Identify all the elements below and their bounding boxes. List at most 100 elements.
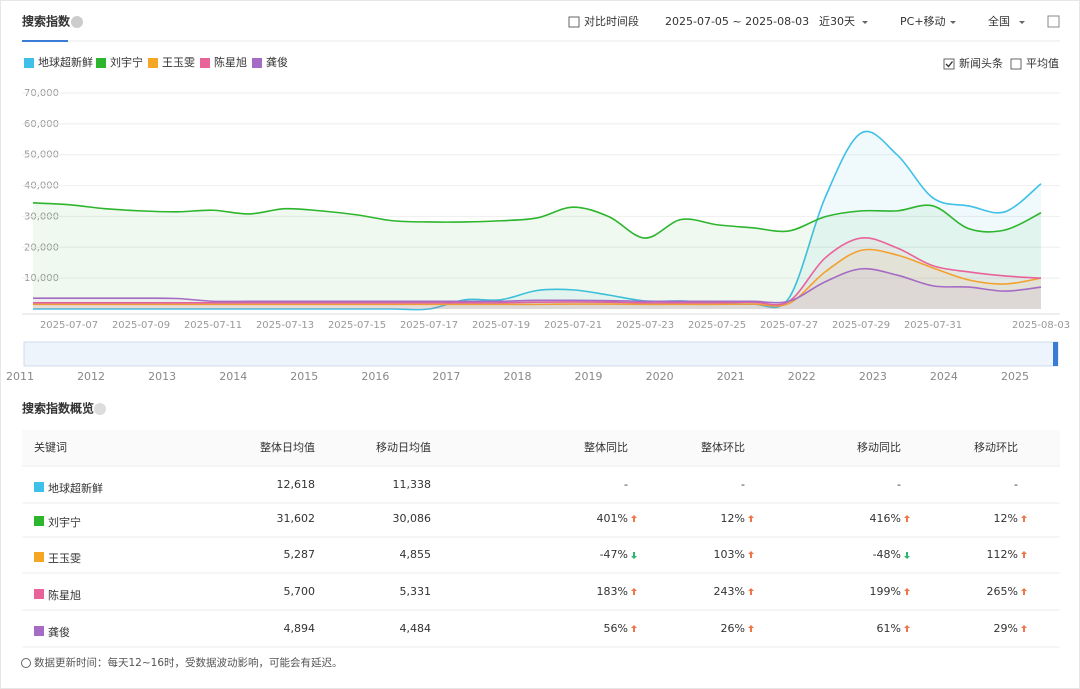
column-header: 移动环比 — [974, 441, 1018, 454]
x-tick-label: 2025-07-19 — [472, 320, 530, 331]
legend-label: 陈星旭 — [214, 55, 247, 69]
x-tick-label: 2025-07-15 — [328, 320, 386, 331]
dropdown-icon — [862, 21, 868, 24]
arrow-up — [1021, 515, 1027, 522]
timeline-label: 2015 — [290, 370, 318, 383]
column-header: 关键词 — [34, 440, 67, 454]
series-line — [33, 130, 1042, 311]
cell: 4,484 — [400, 622, 432, 635]
keyword: 陈星旭 — [48, 588, 81, 602]
keyword-swatch — [34, 482, 44, 492]
x-tick-label: 2025-07-25 — [688, 320, 746, 331]
column-header: 整体日均值 — [260, 440, 315, 454]
cell: 29% — [994, 622, 1018, 635]
cell: 243% — [714, 585, 745, 598]
dropdown-icon — [950, 21, 956, 24]
help-icon[interactable] — [71, 16, 83, 28]
timeline-label: 2013 — [148, 370, 176, 383]
x-tick-label: 2025-07-09 — [112, 320, 170, 331]
date-range[interactable]: 2025-07-05 ~ 2025-08-03 — [665, 15, 809, 28]
x-tick-label: 2025-07-23 — [616, 320, 674, 331]
timeline-label: 2017 — [432, 370, 460, 383]
timeline-label: 2014 — [219, 370, 247, 383]
series-line — [32, 267, 1042, 304]
series-line — [33, 236, 1042, 306]
arrow-up — [631, 588, 637, 595]
timeline-label: 2024 — [930, 370, 958, 383]
legend-swatch — [24, 58, 34, 68]
keyword-swatch — [34, 589, 44, 599]
arrow-up — [748, 625, 754, 632]
cell: 30,086 — [393, 512, 432, 525]
timeline-label: 2020 — [646, 370, 674, 383]
keyword: 刘宇宁 — [48, 515, 81, 529]
timeline-label: 2012 — [77, 370, 105, 383]
option-label: 新闻头条 — [959, 56, 1003, 70]
arrow-down — [631, 552, 637, 559]
keyword-swatch — [34, 626, 44, 636]
keyword: 龚俊 — [48, 625, 70, 639]
timeline-label: 2025 — [1001, 370, 1029, 383]
cell: 416% — [870, 512, 901, 525]
cell: 103% — [714, 548, 745, 561]
series-area — [33, 202, 1041, 309]
table-header-bg — [22, 430, 1060, 466]
cell: 26% — [721, 622, 745, 635]
legend-swatch — [96, 58, 106, 68]
arrow-up — [748, 551, 754, 558]
cell: -48% — [873, 548, 901, 561]
series-line — [32, 202, 1042, 239]
timeline-label: 2023 — [859, 370, 887, 383]
device[interactable]: PC+移动 — [900, 15, 946, 28]
column-header: 移动同比 — [857, 441, 901, 454]
cell: 5,331 — [400, 585, 432, 598]
range-slider[interactable] — [23, 341, 1059, 367]
cell: 5,700 — [284, 585, 316, 598]
timeline-label: 2016 — [361, 370, 389, 383]
cell: - — [741, 478, 745, 491]
cell: 5,287 — [284, 548, 316, 561]
column-header: 整体环比 — [701, 440, 745, 454]
x-tick-label: 2025-07-29 — [832, 320, 890, 331]
keyword-swatch — [34, 516, 44, 526]
arrow-up — [904, 625, 910, 632]
region[interactable]: 全国 — [988, 14, 1010, 28]
keyword: 王玉雯 — [48, 552, 81, 565]
cell: 401% — [597, 512, 628, 525]
help-icon[interactable] — [94, 403, 106, 415]
series-area — [33, 237, 1041, 309]
footer-note: 数据更新时间：每天12~16时，受数据波动影响，可能会有延迟。 — [34, 656, 343, 669]
cell: -47% — [600, 548, 628, 561]
timeline-label: 2021 — [717, 370, 745, 383]
cell: 199% — [870, 585, 901, 598]
arrow-up — [904, 588, 910, 595]
compare-label[interactable]: 对比时间段 — [584, 14, 639, 28]
checkbox[interactable] — [943, 58, 955, 70]
arrow-up — [1021, 588, 1027, 595]
slider-handle[interactable] — [1053, 342, 1058, 366]
period[interactable]: 近30天 — [819, 15, 855, 28]
checkbox[interactable] — [1010, 58, 1022, 70]
arrow-up — [1021, 625, 1027, 632]
title: 搜索指数 — [22, 14, 71, 29]
legend-label: 地球超新鲜 — [38, 55, 93, 69]
arrow-up — [748, 515, 754, 522]
compare-checkbox[interactable] — [568, 16, 580, 28]
timeline-label: 2018 — [503, 370, 531, 383]
arrow-up — [904, 515, 910, 522]
legend-label: 龚俊 — [266, 55, 288, 69]
x-tick-label: 2025-07-07 — [40, 320, 98, 331]
column-header: 整体同比 — [584, 440, 628, 454]
legend-swatch — [148, 58, 158, 68]
share-icon[interactable] — [1047, 15, 1060, 28]
cell: 12,618 — [277, 478, 316, 491]
y-tick-label: 60,000 — [24, 119, 59, 130]
arrow-up — [631, 625, 637, 632]
cell: 4,894 — [284, 622, 316, 635]
option-label: 平均值 — [1026, 57, 1059, 70]
cell: 183% — [597, 585, 628, 598]
x-tick-label: 2025-07-27 — [760, 320, 818, 331]
x-tick-label: 2025-07-17 — [400, 320, 458, 331]
keyword-swatch — [34, 552, 44, 562]
